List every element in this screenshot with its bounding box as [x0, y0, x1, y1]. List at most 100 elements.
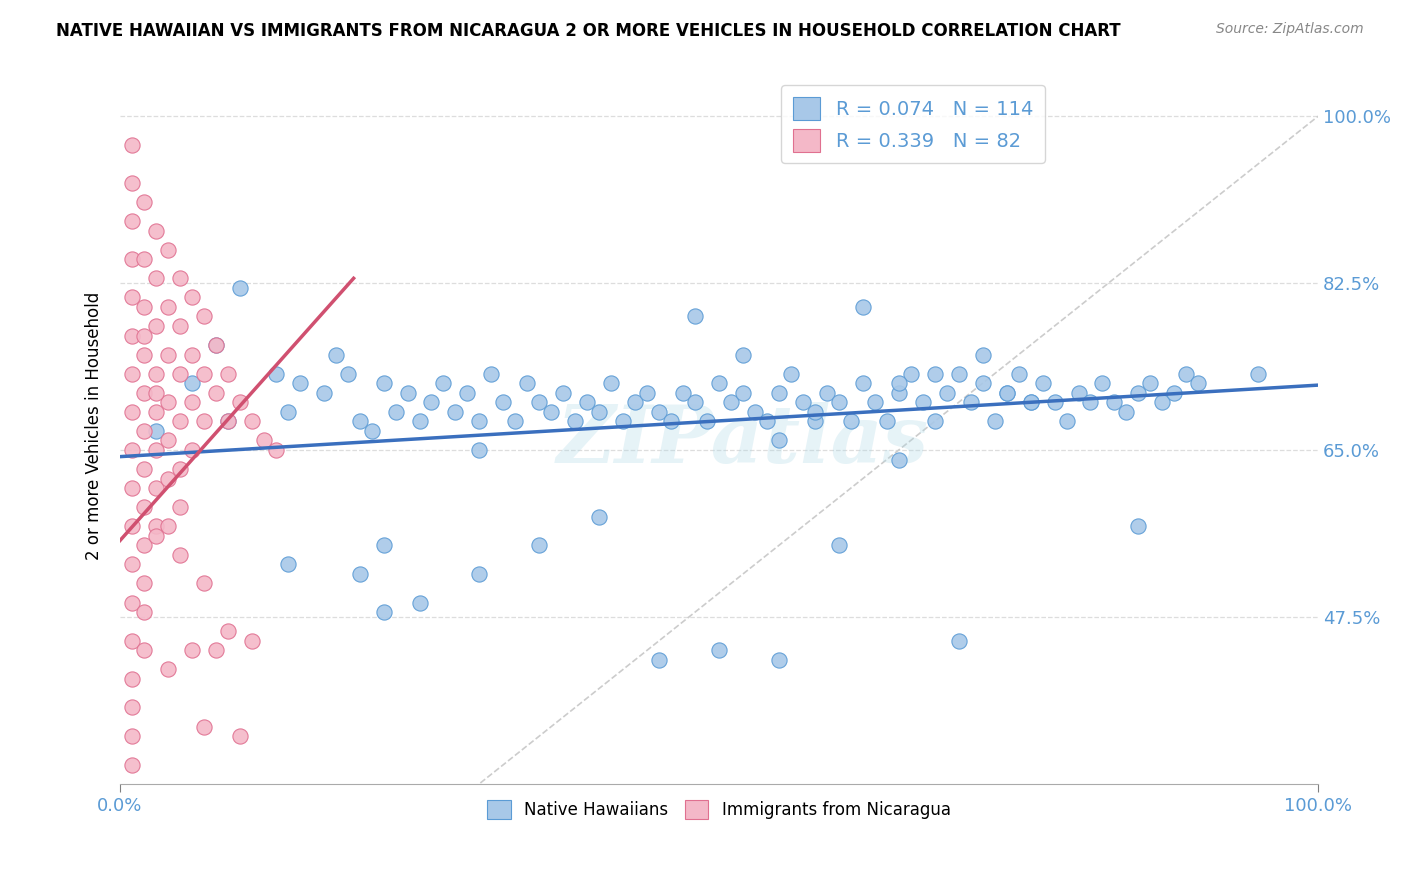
Point	[780, 367, 803, 381]
Point	[804, 405, 827, 419]
Point	[156, 662, 179, 676]
Point	[193, 576, 215, 591]
Point	[468, 414, 491, 428]
Legend: Native Hawaiians, Immigrants from Nicaragua: Native Hawaiians, Immigrants from Nicara…	[481, 793, 957, 825]
Point	[804, 414, 827, 428]
Point	[132, 538, 155, 552]
Point	[959, 395, 981, 409]
Point	[325, 348, 347, 362]
Point	[169, 414, 191, 428]
Point	[887, 385, 910, 400]
Point	[180, 376, 202, 391]
Point	[1019, 395, 1042, 409]
Point	[156, 300, 179, 314]
Point	[253, 434, 276, 448]
Point	[288, 376, 311, 391]
Point	[156, 348, 179, 362]
Point	[1115, 405, 1137, 419]
Point	[121, 328, 143, 343]
Point	[121, 214, 143, 228]
Point	[792, 395, 814, 409]
Point	[132, 385, 155, 400]
Point	[707, 376, 730, 391]
Point	[132, 500, 155, 515]
Point	[121, 442, 143, 457]
Point	[360, 424, 382, 438]
Point	[553, 385, 575, 400]
Point	[683, 395, 706, 409]
Point	[420, 395, 443, 409]
Point	[1163, 385, 1185, 400]
Point	[193, 367, 215, 381]
Point	[768, 653, 790, 667]
Point	[1043, 395, 1066, 409]
Point	[516, 376, 538, 391]
Point	[145, 519, 167, 533]
Point	[169, 548, 191, 562]
Point	[121, 596, 143, 610]
Point	[204, 385, 226, 400]
Point	[648, 405, 671, 419]
Point	[240, 633, 263, 648]
Point	[229, 729, 252, 743]
Point	[121, 519, 143, 533]
Point	[193, 719, 215, 733]
Point	[492, 395, 515, 409]
Point	[132, 643, 155, 657]
Point	[588, 509, 610, 524]
Point	[887, 376, 910, 391]
Point	[540, 405, 562, 419]
Point	[156, 472, 179, 486]
Point	[600, 376, 623, 391]
Point	[336, 367, 359, 381]
Point	[444, 405, 467, 419]
Point	[349, 566, 371, 581]
Point	[659, 414, 682, 428]
Point	[995, 385, 1018, 400]
Point	[229, 281, 252, 295]
Point	[983, 414, 1005, 428]
Point	[373, 376, 395, 391]
Point	[731, 348, 754, 362]
Point	[636, 385, 658, 400]
Point	[505, 414, 527, 428]
Point	[264, 442, 287, 457]
Point	[432, 376, 454, 391]
Point	[264, 367, 287, 381]
Point	[121, 405, 143, 419]
Point	[121, 176, 143, 190]
Point	[648, 653, 671, 667]
Point	[876, 414, 898, 428]
Point	[121, 757, 143, 772]
Point	[852, 300, 875, 314]
Point	[588, 405, 610, 419]
Point	[132, 348, 155, 362]
Point	[217, 367, 239, 381]
Point	[481, 367, 503, 381]
Point	[924, 414, 946, 428]
Point	[180, 643, 202, 657]
Point	[180, 442, 202, 457]
Point	[121, 481, 143, 495]
Point	[121, 137, 143, 152]
Point	[204, 338, 226, 352]
Point	[121, 290, 143, 304]
Point	[169, 500, 191, 515]
Point	[373, 605, 395, 619]
Point	[529, 395, 551, 409]
Point	[972, 376, 994, 391]
Point	[768, 385, 790, 400]
Point	[1175, 367, 1198, 381]
Point	[863, 395, 886, 409]
Point	[948, 367, 970, 381]
Point	[1091, 376, 1114, 391]
Point	[744, 405, 766, 419]
Point	[935, 385, 957, 400]
Point	[132, 328, 155, 343]
Point	[900, 367, 922, 381]
Point	[972, 348, 994, 362]
Point	[396, 385, 419, 400]
Point	[995, 385, 1018, 400]
Point	[408, 414, 430, 428]
Point	[828, 395, 851, 409]
